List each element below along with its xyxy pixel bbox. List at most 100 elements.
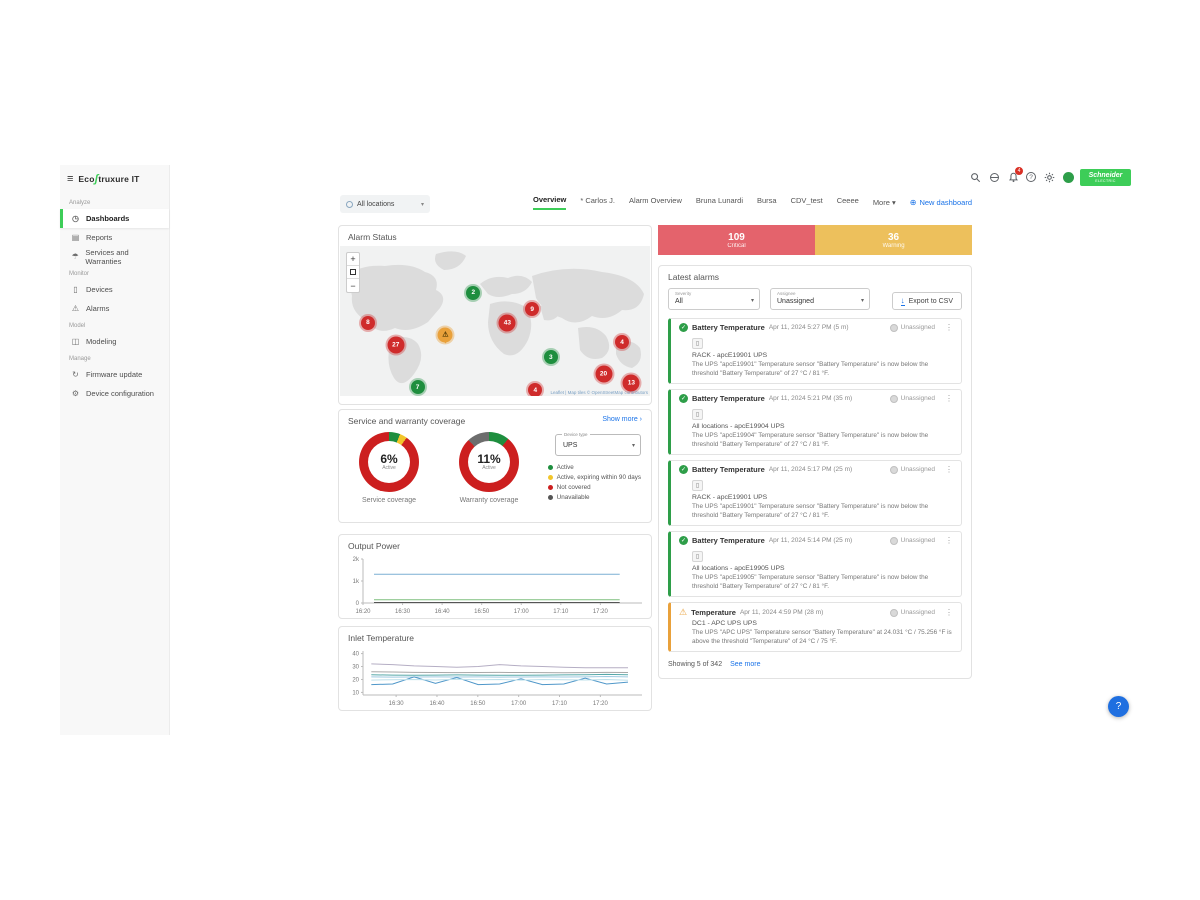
assignee-select[interactable]: Assignee Unassigned ▾ [770,288,870,310]
sidebar-item-devices[interactable]: ▯ Devices [60,280,169,299]
svg-text:17:20: 17:20 [593,701,609,707]
ups-device-icon[interactable]: ▯ [692,551,703,562]
device-type-select[interactable]: Device type UPS ▾ [555,432,641,456]
user-avatar[interactable] [1062,171,1074,183]
alarm-item[interactable]: ✓ Battery Temperature Apr 11, 2024 5:17 PM… [668,460,962,526]
sidebar-item-firmware-update[interactable]: ↻ Firmware update [60,365,169,384]
export-csv-button[interactable]: ↓ Export to CSV [891,292,962,310]
alarm-assignee[interactable]: Unassigned [889,394,935,403]
map-marker-ok[interactable]: 7 [410,380,425,394]
kebab-menu-icon[interactable]: ⋮ [945,536,953,545]
alarm-timestamp: Apr 11, 2024 5:21 PM (35 m) [768,395,853,402]
ups-device-icon[interactable]: ▯ [692,338,703,349]
alarm-assignee[interactable]: Unassigned [889,323,935,332]
help-icon[interactable]: ? [1026,172,1036,182]
tab-bursa[interactable]: Bursa [757,196,777,205]
search-icon[interactable] [969,171,981,183]
svg-text:16:20: 16:20 [355,609,371,615]
tab-more[interactable]: More ▾ [872,198,896,207]
alarm-timestamp: Apr 11, 2024 5:14 PM (25 m) [768,537,853,544]
svg-text:17:10: 17:10 [553,609,569,615]
sidebar-item-dashboards[interactable]: ◷ Dashboards [60,209,169,228]
show-more-link[interactable]: Show more › [602,416,642,423]
sidebar-item-alarms[interactable]: ⚠ Alarms [60,299,169,318]
severity-select[interactable]: Severity All ▾ [668,288,760,310]
map-marker-critical[interactable]: 4 [528,383,543,396]
donut-chart-service[interactable]: 6% Active [359,432,419,492]
alarm-item[interactable]: ✓ Battery Temperature Apr 11, 2024 5:14 PM… [668,531,962,597]
svg-text:40: 40 [352,652,359,658]
critical-alarms-stat[interactable]: 109 Critical [658,225,815,255]
alarm-title: Temperature [691,608,736,617]
ups-device-icon[interactable]: ▯ [692,409,703,420]
location-selector[interactable]: All locations ▾ [340,195,430,213]
alarm-assignee[interactable]: Unassigned [889,608,935,617]
map-marker-critical[interactable]: 4 [615,335,630,349]
schneider-electric-logo[interactable]: Schneider ELECTRIC [1080,169,1131,186]
sidebar-item-reports[interactable]: ▤ Reports [60,228,169,247]
globe-icon[interactable] [988,171,1000,183]
alarm-item[interactable]: ⚠ Temperature Apr 11, 2024 4:59 PM (28 m) U… [668,602,962,652]
map-marker-ok[interactable]: 3 [543,350,558,364]
tab-carlos-j[interactable]: * Carlos J. [580,196,615,205]
map-marker-critical[interactable]: 9 [525,302,540,316]
map-attribution: Leaflet | Map tiles © OpenStreetMap cont… [550,390,648,395]
map-marker-ok[interactable]: 2 [466,285,481,300]
notifications-bell-icon[interactable]: 4 [1007,167,1023,183]
legend-dot [547,475,553,480]
map-zoom-controls: + − [346,252,360,293]
ups-device-icon[interactable]: ▯ [692,480,703,491]
legend-item: Active [547,464,641,471]
warning-triangle-icon: ⚠ [679,607,688,617]
donut-chart-warranty[interactable]: 11% Active [459,432,519,492]
tab-overview[interactable]: Overview [532,195,567,210]
warranty-coverage-donut: 11% Active Warranty coverage [449,432,529,504]
alarm-stats: 109 Critical 36 Warning [658,225,972,255]
warning-alarms-stat[interactable]: 36 Warning [815,225,972,255]
output-power-chart: 0 1k 2k 16:20 16:30 16:40 16:50 17:00 17:10 17:20 [353,557,642,615]
assignee-label: Assignee [777,291,796,296]
check-circle-icon: ✓ [679,536,688,545]
map-fit-bounds-button[interactable] [347,266,359,279]
dashboards-icon: ◷ [72,214,79,223]
alarm-description: The UPS "apcE19904" Temperature sensor "… [692,432,929,448]
map-marker-critical[interactable]: 8 [360,315,375,330]
tab-alarm-overview[interactable]: Alarm Overview [628,196,682,205]
legend-label: Not covered [556,484,591,491]
settings-gear-icon[interactable] [1043,171,1055,183]
tab-cdv-test[interactable]: CDV_test [790,196,823,205]
legend-item: Not covered [547,484,641,491]
map-marker-critical[interactable]: 27 [387,336,405,354]
map-marker-critical[interactable]: 13 [622,374,640,391]
kebab-menu-icon[interactable]: ⋮ [945,323,953,332]
sidebar-section-label: Analyze [69,200,91,206]
alarm-assignee[interactable]: Unassigned [889,536,935,545]
map-marker-critical[interactable]: 43 [498,314,516,331]
kebab-menu-icon[interactable]: ⋮ [945,394,953,403]
feedback-fab[interactable]: ? [1108,696,1129,717]
sidebar-item-device-configuration[interactable]: ⚙ Device configuration [60,384,169,403]
alarm-item[interactable]: ✓ Battery Temperature Apr 11, 2024 5:21 PM… [668,389,962,455]
modeling-icon: ◫ [71,337,80,346]
service-coverage-sub: Active [382,465,396,471]
see-more-link[interactable]: See more [730,661,761,668]
map-marker-warning[interactable]: ⚠ [437,327,453,342]
map-zoom-in-button[interactable]: + [347,253,359,266]
map-marker-critical[interactable]: 20 [595,365,612,382]
kebab-menu-icon[interactable]: ⋮ [945,465,953,474]
sidebar-item-services-and-warranties[interactable]: ☂ Services and Warranties [60,247,169,266]
chevron-down-icon: ▾ [631,443,635,449]
tab-ceeee[interactable]: Ceeee [836,196,859,205]
showing-count: Showing 5 of 342 [668,661,723,668]
sidebar-item-modeling[interactable]: ◫ Modeling [60,332,169,351]
map-zoom-out-button[interactable]: − [350,280,356,291]
alarm-assignee[interactable]: Unassigned [889,465,935,474]
assignee-name: Unassigned [900,466,935,473]
new-dashboard-button[interactable]: ⊕ New dashboard [909,198,972,207]
tab-bruna-lunardi[interactable]: Bruna Lunardi [695,196,743,205]
kebab-menu-icon[interactable]: ⋮ [945,608,953,617]
alarm-item[interactable]: ✓ Battery Temperature Apr 11, 2024 5:27 PM… [668,318,962,384]
assignee-avatar-icon [889,465,898,474]
world-map[interactable]: + − Leaflet | Map tiles © OpenStreetMap … [340,246,650,396]
menu-icon[interactable]: ≡ [67,173,74,185]
